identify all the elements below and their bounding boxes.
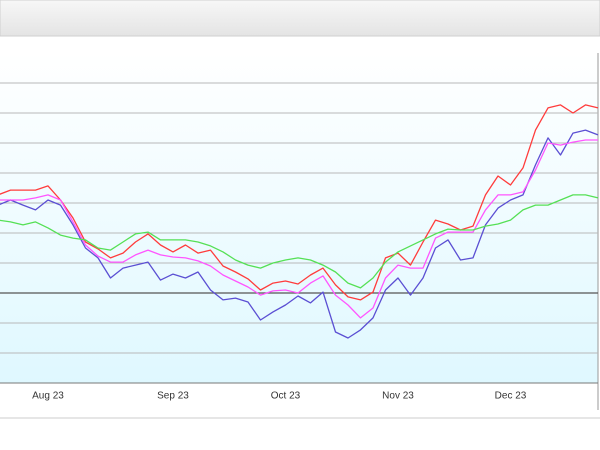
x-tick-label: Oct 23 (271, 391, 301, 402)
series-line (0, 104, 599, 301)
x-tick-label: Dec 23 (495, 391, 527, 402)
plot-area (0, 53, 598, 383)
x-tick-label: Aug 23 (32, 391, 64, 402)
header-bar (0, 0, 600, 37)
x-tick-label: Nov 23 (382, 391, 414, 402)
series-line (0, 194, 599, 289)
series-line (0, 139, 598, 319)
x-tick-label: Sep 23 (157, 391, 189, 402)
series-line (0, 129, 599, 339)
